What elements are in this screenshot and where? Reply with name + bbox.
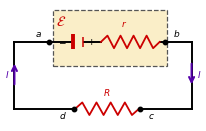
Bar — [53, 10, 167, 66]
Text: $I$: $I$ — [5, 69, 9, 80]
Text: $-$: $-$ — [58, 37, 67, 46]
Text: b: b — [173, 30, 179, 39]
Text: $+$: $+$ — [87, 37, 96, 47]
Text: a: a — [35, 30, 41, 39]
Text: $\mathcal{E}$: $\mathcal{E}$ — [56, 15, 66, 29]
Text: d: d — [60, 112, 66, 121]
Text: $r$: $r$ — [121, 19, 127, 29]
Text: $R$: $R$ — [103, 87, 111, 98]
Text: $I$: $I$ — [197, 69, 201, 80]
Text: c: c — [149, 112, 154, 121]
